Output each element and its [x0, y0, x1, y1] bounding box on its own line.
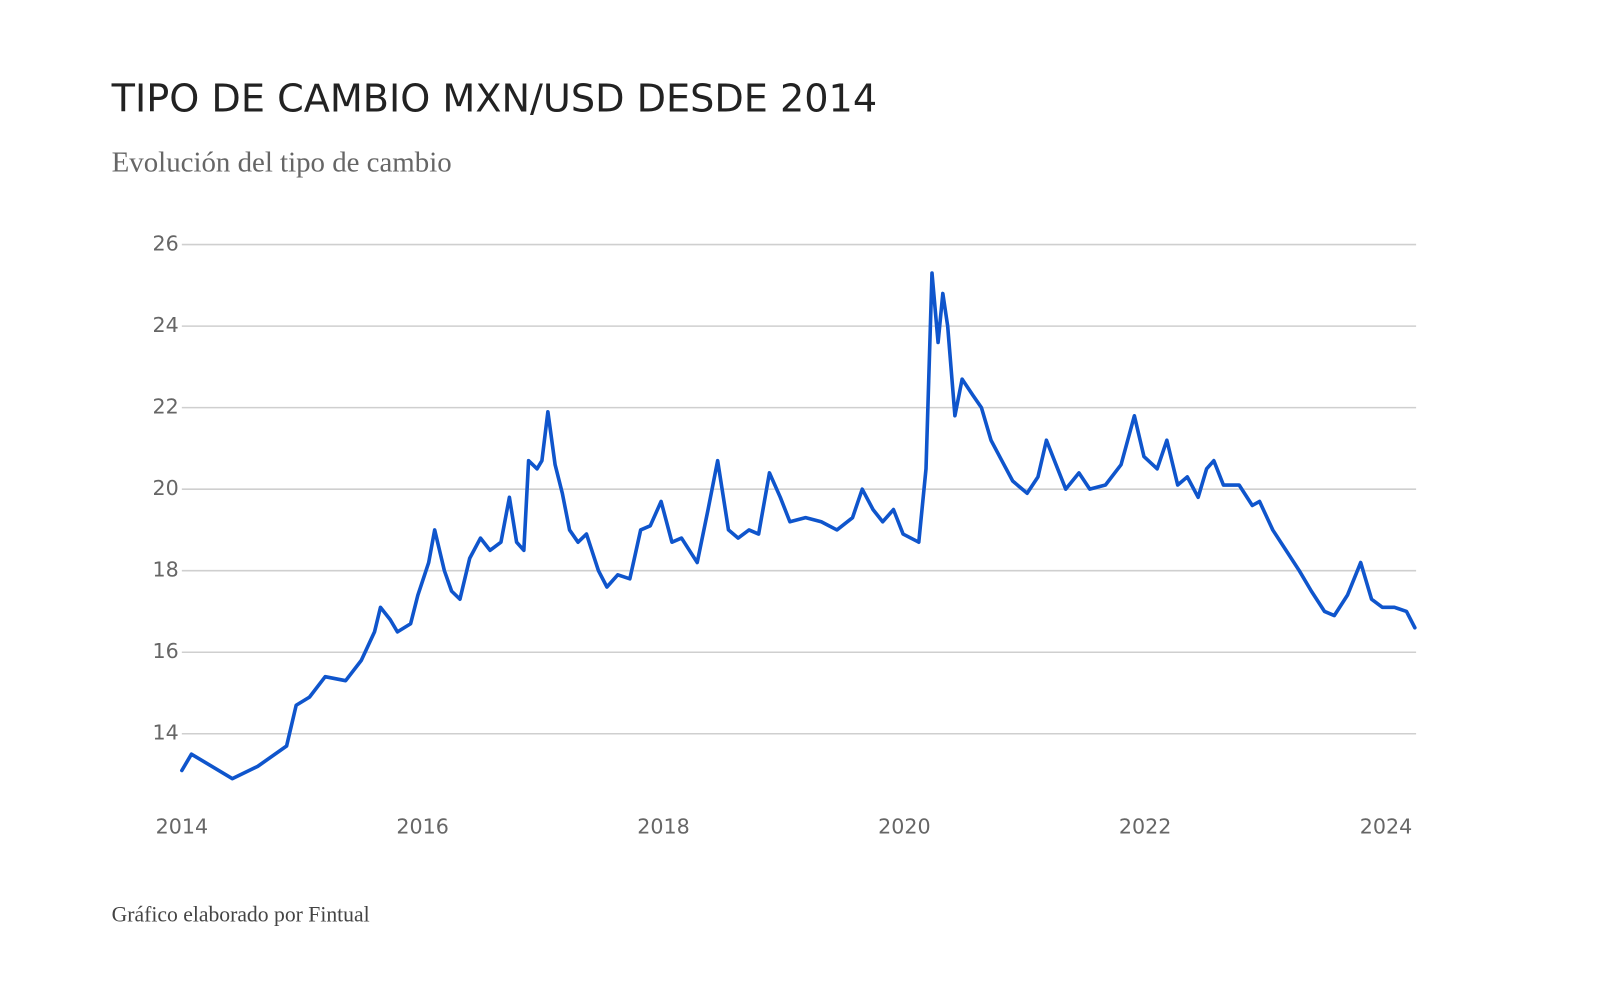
x-tick-label: 2014: [156, 815, 209, 839]
y-tick-label: 16: [152, 639, 178, 663]
data-line: [180, 271, 1417, 781]
x-tick-label: 2018: [637, 815, 690, 839]
chart-footer: Gráfico elaborado por Fintual: [112, 903, 370, 927]
chart-subtitle: Evolución del tipo de cambio: [112, 146, 452, 178]
y-tick-label: 18: [152, 558, 178, 582]
x-tick-label: 2024: [1360, 815, 1413, 839]
x-tick-label: 2016: [396, 815, 449, 839]
chart-title: TIPO DE CAMBIO MXN/USD DESDE 2014: [111, 77, 877, 121]
y-tick-label: 20: [152, 476, 178, 500]
y-tick-label: 24: [152, 313, 178, 337]
y-tick-label: 14: [152, 721, 178, 745]
y-tick-label: 26: [152, 232, 178, 256]
x-tick-label: 2020: [878, 815, 931, 839]
x-tick-label: 2022: [1119, 815, 1172, 839]
y-tick-label: 22: [152, 395, 178, 419]
